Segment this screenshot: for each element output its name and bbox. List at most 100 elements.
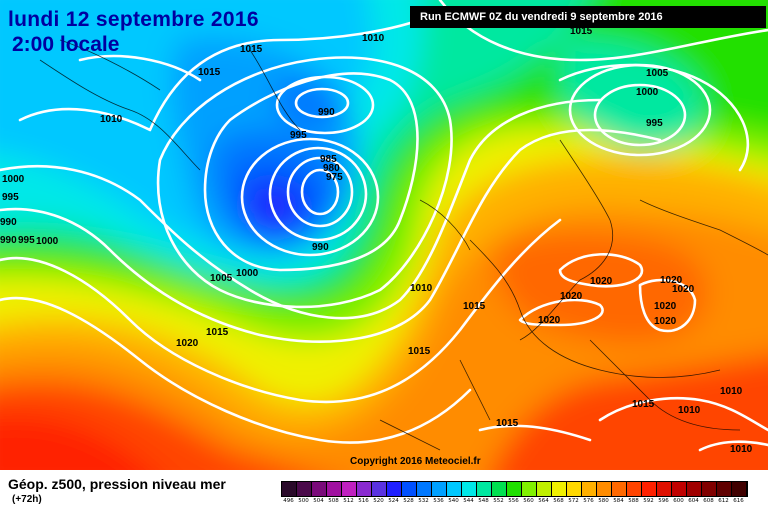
legend-label: 520: [373, 498, 384, 504]
isobar-label: 995: [290, 130, 307, 141]
legend-swatch: [732, 482, 747, 496]
isobar-label: 1005: [646, 68, 669, 79]
legend-label: 528: [403, 498, 414, 504]
isobar-label: 985: [320, 154, 337, 165]
isobar-label: 1020: [654, 301, 677, 312]
legend-swatch: [387, 482, 402, 496]
isobar-label: 1005: [210, 273, 233, 284]
legend-label: 532: [418, 498, 429, 504]
color-legend-labels: 496 500 504 508 512 516 520 524 528 532 536 540 544 5…: [281, 498, 746, 504]
legend-swatch: [537, 482, 552, 496]
legend-label: 592: [643, 498, 654, 504]
legend-label: 540: [448, 498, 459, 504]
isobar-label: 1015: [240, 44, 263, 55]
isobar-label: 1000: [636, 87, 659, 98]
legend-label: 604: [688, 498, 699, 504]
legend-swatch: [582, 482, 597, 496]
isobar-label: 1010: [100, 114, 123, 125]
isobar-label: 1010: [362, 33, 385, 44]
legend-swatch: [507, 482, 522, 496]
legend-swatch: [612, 482, 627, 496]
isobar-label: 1000: [36, 236, 59, 247]
isobar-label: 975: [326, 172, 343, 183]
legend-label: 588: [628, 498, 639, 504]
legend-label: 516: [358, 498, 369, 504]
isobar-label: 1015: [496, 418, 519, 429]
isobar-label: 990: [0, 235, 17, 246]
legend-swatch: [342, 482, 357, 496]
isobar-label: 1015: [570, 26, 593, 37]
legend-label: 500: [298, 498, 309, 504]
isobar-label: 1000: [2, 174, 25, 185]
legend-swatch: [657, 482, 672, 496]
legend-swatch: [567, 482, 582, 496]
isobar-label: 990: [0, 217, 17, 228]
isobar-label: 1020: [590, 276, 613, 287]
legend-label: 508: [328, 498, 339, 504]
legend-swatch: [432, 482, 447, 496]
legend-swatch: [627, 482, 642, 496]
legend-swatch: [372, 482, 387, 496]
legend-label: 608: [703, 498, 714, 504]
isobar-lines: [0, 0, 768, 450]
isobar-label: 1010: [730, 444, 753, 455]
isobar-label: 1010: [678, 405, 701, 416]
legend-swatch: [417, 482, 432, 496]
copyright: Copyright 2016 Meteociel.fr: [350, 456, 481, 467]
legend-label: 596: [658, 498, 669, 504]
legend-label: 616: [733, 498, 744, 504]
legend-swatch: [597, 482, 612, 496]
isobar-label: 1015: [198, 67, 221, 78]
isobar-label: 1010: [410, 283, 433, 294]
run-banner: Run ECMWF 0Z du vendredi 9 septembre 201…: [410, 6, 766, 28]
isobar-label: 1020: [654, 316, 677, 327]
isobar-label: 1015: [206, 327, 229, 338]
legend-swatch: [357, 482, 372, 496]
legend-swatch: [327, 482, 342, 496]
isobar-label: 990: [312, 242, 329, 253]
legend-label: 536: [433, 498, 444, 504]
forecast-date: lundi 12 septembre 2016: [8, 8, 259, 31]
legend-swatch: [312, 482, 327, 496]
legend-swatch: [492, 482, 507, 496]
legend-label: 600: [673, 498, 684, 504]
legend-swatch: [462, 482, 477, 496]
isobar-label: 1020: [560, 291, 583, 302]
color-legend: [281, 481, 748, 497]
geopotential-field: [0, 0, 768, 470]
legend-label: 544: [463, 498, 474, 504]
legend-label: 556: [508, 498, 519, 504]
legend-swatch: [717, 482, 732, 496]
legend-label: 612: [718, 498, 729, 504]
legend-label: 548: [478, 498, 489, 504]
lead-time: (+72h): [12, 494, 42, 505]
legend-label: 512: [343, 498, 354, 504]
legend-label: 580: [598, 498, 609, 504]
isobar-label: 980: [323, 163, 340, 174]
isobar-label: 1015: [632, 399, 655, 410]
legend-label: 524: [388, 498, 399, 504]
legend-swatch: [672, 482, 687, 496]
legend-swatch: [447, 482, 462, 496]
legend-swatch: [402, 482, 417, 496]
isobar-label: 990: [318, 107, 335, 118]
legend-swatch: [297, 482, 312, 496]
legend-label: 576: [583, 498, 594, 504]
legend-label: 568: [553, 498, 564, 504]
isobar-label: 1020: [176, 338, 199, 349]
coastlines: [39, 39, 768, 451]
legend-label: 572: [568, 498, 579, 504]
legend-swatch: [687, 482, 702, 496]
legend-label: 504: [313, 498, 324, 504]
isobar-label: 1020: [538, 315, 561, 326]
legend-swatch: [552, 482, 567, 496]
legend-label: 560: [523, 498, 534, 504]
legend-swatch: [642, 482, 657, 496]
isobar-label: 1020: [660, 275, 683, 286]
isobar-label: 1000: [236, 268, 259, 279]
legend-label: 496: [283, 498, 294, 504]
product-title: Géop. z500, pression niveau mer: [8, 476, 226, 492]
isobar-label: 1010: [720, 386, 743, 397]
